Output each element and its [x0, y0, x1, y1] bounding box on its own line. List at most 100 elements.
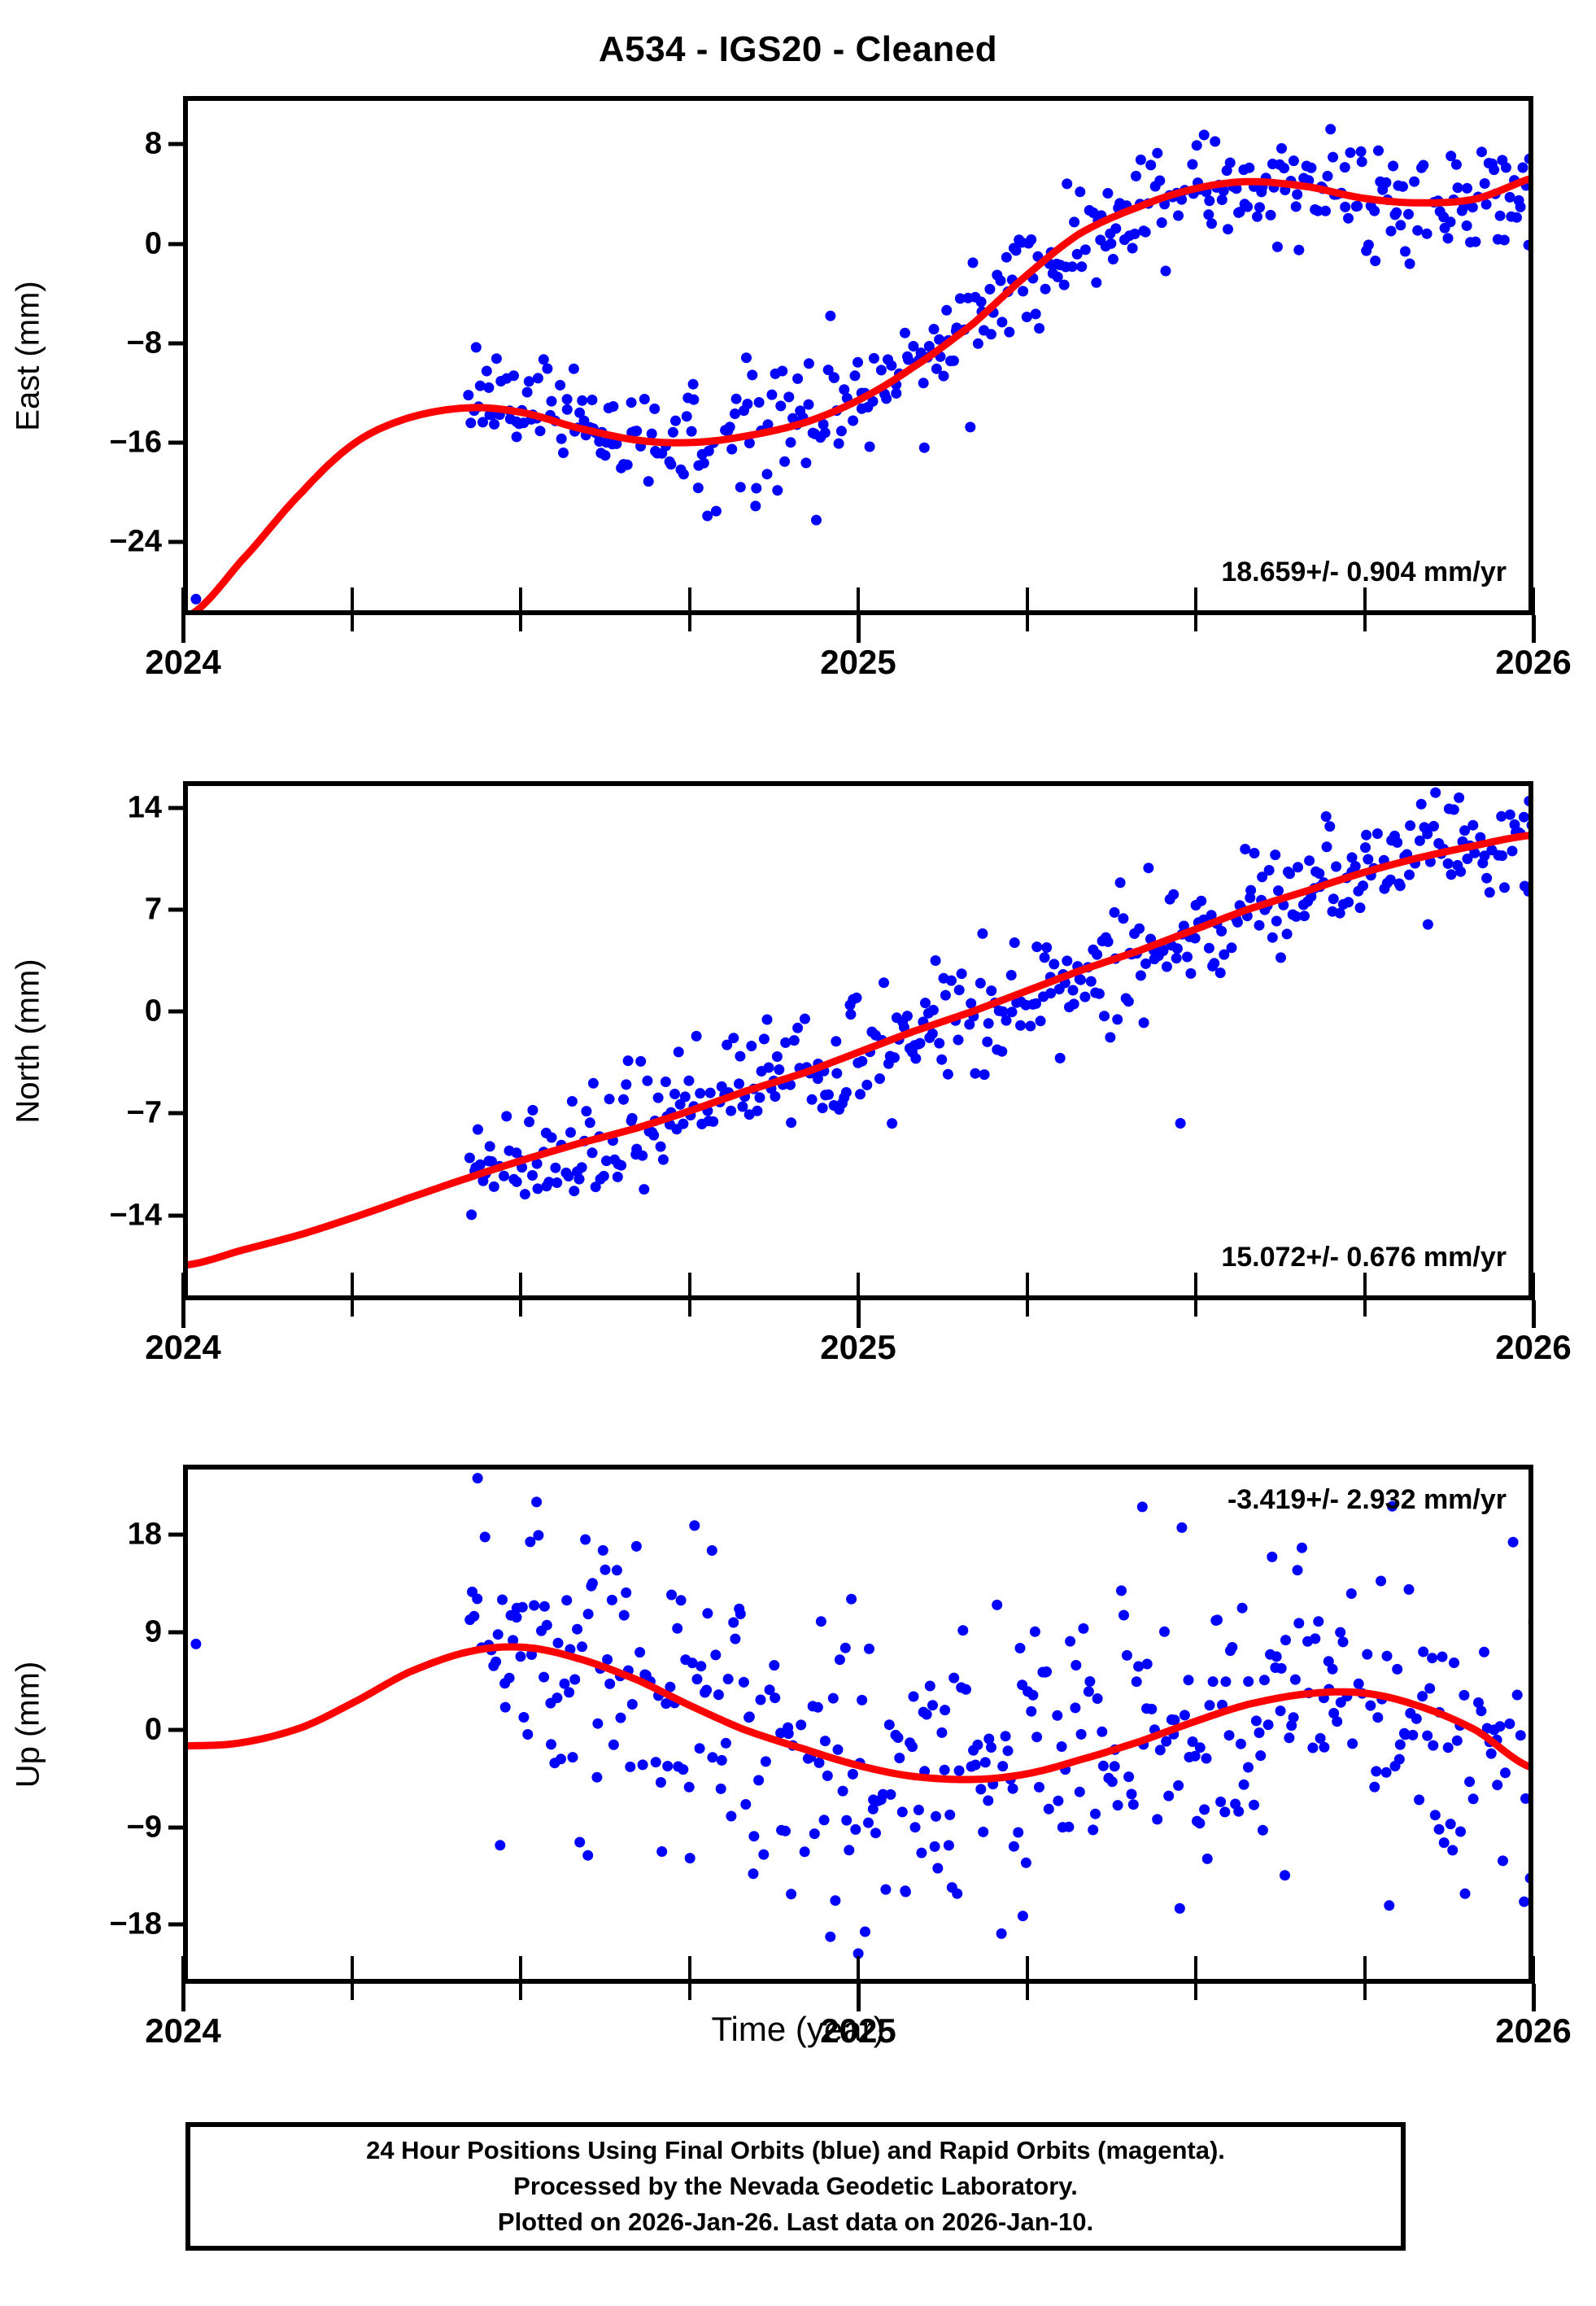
y-tick-mark-east-3 — [168, 440, 185, 445]
rate-annotation-north: 15.072+/- 0.676 mm/yr — [1221, 1242, 1507, 1273]
x-tick-east-2025.00 — [857, 615, 861, 643]
x-tick-north-2024.75 — [687, 1300, 691, 1317]
x-tick-top-east-2025.00 — [857, 587, 860, 615]
x-tick-top-east-2025.25 — [1025, 587, 1029, 615]
x-tick-top-east-2025.50 — [1194, 587, 1197, 615]
y-tick-mark-north-3 — [168, 1111, 185, 1116]
x-tick-up-2024.75 — [687, 1984, 691, 2000]
y-tick-label-north-1: 7 — [144, 892, 162, 927]
y-tick-label-up-1: 9 — [144, 1614, 162, 1649]
x-tick-east-2026.00 — [1532, 615, 1536, 643]
x-tick-top-north-2025.50 — [1194, 1273, 1197, 1300]
page-title: A534 - IGS20 - Cleaned — [598, 29, 998, 69]
y-tick-label-up-0: 18 — [127, 1517, 162, 1552]
plot-area-up — [188, 1473, 1528, 1959]
x-tick-label-east-2026: 2026 — [1495, 643, 1572, 681]
x-tick-up-2025.50 — [1194, 1984, 1197, 2000]
y-tick-mark-up-4 — [168, 1922, 185, 1927]
x-tick-top-east-2024.75 — [687, 587, 691, 615]
y-tick-mark-north-0 — [168, 806, 185, 810]
x-tick-east-2025.50 — [1194, 615, 1197, 631]
x-tick-label-north-2026: 2026 — [1495, 1328, 1572, 1366]
x-tick-up-2024.50 — [519, 1984, 522, 2000]
x-tick-up-2026.00 — [1532, 1984, 1536, 2011]
x-tick-label-up-2025: 2025 — [820, 2011, 896, 2050]
x-tick-north-2025.50 — [1194, 1300, 1197, 1317]
x-tick-east-2024.50 — [519, 615, 522, 631]
y-tick-mark-east-4 — [168, 539, 185, 544]
x-axis-east: 2024 2025 2026 — [145, 587, 1572, 688]
rate-annotation-east: 18.659+/- 0.904 mm/yr — [1221, 557, 1507, 587]
x-tick-top-up-2024.00 — [181, 1956, 185, 1984]
x-tick-north-2024.00 — [181, 1300, 185, 1328]
x-tick-top-east-2024.50 — [519, 587, 522, 615]
x-tick-up-2025.00 — [857, 1984, 861, 2011]
y-tick-label-east-1: 0 — [144, 226, 162, 261]
x-tick-top-up-2024.25 — [350, 1956, 354, 1984]
x-tick-north-2025.00 — [857, 1300, 861, 1328]
x-tick-top-north-2024.00 — [181, 1273, 185, 1300]
y-tick-mark-north-4 — [168, 1213, 185, 1218]
x-tick-label-east-2025: 2025 — [820, 643, 896, 681]
plot-area-north — [188, 787, 1528, 1269]
x-tick-east-2025.25 — [1025, 615, 1029, 631]
panel-north: North (mm) 14 7 0 −7 −14 2024 2025 2026 15.072… — [0, 781, 1596, 1366]
x-tick-top-up-2026.00 — [1532, 1956, 1535, 1984]
x-tick-top-up-2025.25 — [1025, 1956, 1029, 1984]
y-tick-mark-up-2 — [168, 1727, 185, 1732]
x-tick-top-up-2024.50 — [519, 1956, 522, 1984]
x-tick-north-2026.00 — [1532, 1300, 1536, 1328]
plot-area-east — [190, 124, 1528, 610]
footer-line-2: Processed by the Nevada Geodetic Laborat… — [513, 2171, 1078, 2200]
x-tick-up-2025.75 — [1363, 1984, 1367, 2000]
panel-east: East (mm) 8 0 −8 −16 −24 2024 2025 2026 18.659… — [0, 96, 1596, 681]
x-tick-top-east-2026.00 — [1532, 587, 1535, 615]
y-tick-label-east-2: −8 — [126, 325, 162, 360]
x-tick-top-north-2024.75 — [687, 1273, 691, 1300]
y-tick-mark-north-2 — [168, 1009, 185, 1014]
x-tick-top-north-2025.75 — [1363, 1273, 1367, 1300]
x-tick-label-up-2024: 2024 — [145, 2011, 221, 2050]
y-tick-label-east-4: −24 — [109, 524, 162, 559]
x-tick-north-2025.25 — [1025, 1300, 1029, 1317]
x-axis-north: 2024 2025 2026 — [145, 1273, 1572, 1374]
x-tick-east-2025.75 — [1363, 615, 1367, 631]
x-axis-label: Time (year) — [711, 2010, 885, 2048]
y-tick-label-up-2: 0 — [144, 1712, 162, 1747]
x-tick-north-2025.75 — [1363, 1300, 1367, 1317]
footer-caption-box: 24 Hour Positions Using Final Orbits (bl… — [185, 2122, 1406, 2251]
x-tick-top-up-2025.50 — [1194, 1956, 1197, 1984]
x-tick-label-north-2025: 2025 — [820, 1328, 896, 1366]
y-tick-mark-up-1 — [168, 1630, 185, 1635]
x-tick-top-north-2024.25 — [350, 1273, 354, 1300]
y-tick-label-north-0: 14 — [127, 790, 162, 825]
x-tick-top-east-2025.75 — [1363, 587, 1367, 615]
plot-frame-north — [183, 781, 1533, 1300]
x-tick-label-east-2024: 2024 — [145, 643, 221, 681]
x-tick-east-2024.25 — [350, 615, 354, 631]
y-tick-mark-east-0 — [168, 142, 185, 146]
x-tick-up-2025.25 — [1025, 1984, 1029, 2000]
x-tick-top-north-2026.00 — [1532, 1273, 1535, 1300]
y-tick-mark-east-2 — [168, 341, 185, 346]
y-tick-label-up-4: −18 — [109, 1906, 162, 1941]
y-tick-mark-north-1 — [168, 907, 185, 912]
x-axis-up: 2024 2025 2026 — [145, 1956, 1572, 2057]
y-tick-label-up-3: −9 — [126, 1810, 162, 1845]
footer-line-3: Plotted on 2026-Jan-26. Last data on 202… — [497, 2208, 1094, 2236]
y-tick-mark-east-1 — [168, 242, 185, 247]
x-tick-north-2024.25 — [350, 1300, 354, 1317]
y-tick-label-north-2: 0 — [144, 994, 162, 1029]
y-tick-mark-up-0 — [168, 1532, 185, 1537]
y-tick-label-north-4: −14 — [109, 1198, 162, 1233]
x-tick-up-2024.25 — [350, 1984, 354, 2000]
x-tick-top-north-2025.25 — [1025, 1273, 1029, 1300]
plot-frame-up — [183, 1465, 1533, 1984]
x-tick-east-2024.75 — [687, 615, 691, 631]
x-tick-top-north-2025.00 — [857, 1273, 860, 1300]
x-tick-east-2024.00 — [181, 615, 185, 643]
y-tick-label-east-3: −16 — [109, 425, 162, 460]
y-tick-mark-up-3 — [168, 1825, 185, 1830]
footer-line-1: 24 Hour Positions Using Final Orbits (bl… — [366, 2135, 1225, 2164]
x-tick-top-up-2025.75 — [1363, 1956, 1367, 1984]
